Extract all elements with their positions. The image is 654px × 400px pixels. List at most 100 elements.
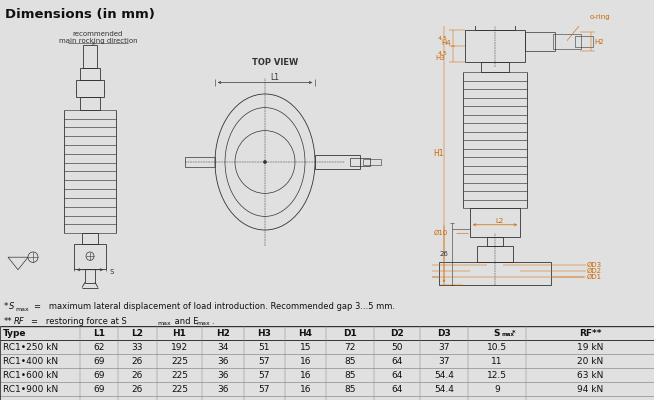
Bar [477, 246, 513, 262]
Text: 37: 37 [438, 342, 450, 352]
Bar [80, 68, 100, 80]
Bar [487, 237, 503, 246]
Text: 225: 225 [171, 370, 188, 380]
Text: 20 kN: 20 kN [577, 356, 603, 366]
Text: 50: 50 [391, 342, 403, 352]
Text: 225: 225 [171, 384, 188, 394]
Bar [470, 208, 520, 237]
Text: RF: RF [14, 316, 24, 326]
Text: 57: 57 [259, 356, 270, 366]
Text: RC1•900 kN: RC1•900 kN [3, 384, 58, 394]
Text: 57: 57 [259, 370, 270, 380]
Text: 36: 36 [217, 356, 229, 366]
Text: 16: 16 [300, 356, 311, 366]
Text: recommended: recommended [73, 31, 123, 37]
Text: Ø10: Ø10 [434, 230, 448, 236]
Bar [76, 80, 104, 97]
Bar [350, 158, 370, 166]
Bar [575, 36, 593, 47]
Text: H3: H3 [435, 56, 445, 62]
Text: 34: 34 [217, 342, 229, 352]
Bar [185, 157, 215, 167]
Text: o-ring: o-ring [590, 14, 611, 20]
Text: H1: H1 [434, 149, 444, 158]
Bar [481, 62, 509, 72]
Bar [465, 30, 525, 62]
Text: 85: 85 [344, 370, 356, 380]
Text: 64: 64 [391, 370, 403, 380]
Text: L2: L2 [495, 218, 503, 224]
Text: S: S [494, 328, 500, 338]
Text: D3: D3 [437, 328, 451, 338]
Text: main rocking direction: main rocking direction [59, 38, 137, 44]
Text: 10.5: 10.5 [487, 342, 507, 352]
Text: 72: 72 [344, 342, 356, 352]
Text: and E: and E [171, 316, 198, 326]
Text: 36: 36 [217, 370, 229, 380]
Text: 9: 9 [494, 384, 500, 394]
Text: L1: L1 [271, 73, 279, 82]
Bar [85, 269, 95, 283]
Text: 26: 26 [132, 384, 143, 394]
Text: D1: D1 [343, 328, 357, 338]
Bar [83, 45, 97, 68]
Text: H2: H2 [216, 328, 230, 338]
Text: RC1•250 kN: RC1•250 kN [3, 342, 58, 352]
Text: 62: 62 [94, 342, 105, 352]
Text: ØD2: ØD2 [587, 268, 602, 274]
Text: 4.5: 4.5 [438, 51, 448, 56]
Text: 33: 33 [131, 342, 143, 352]
Text: L2: L2 [131, 328, 143, 338]
Text: =   maximum lateral displacement of load introduction. Recommended gap 3...5 mm.: = maximum lateral displacement of load i… [35, 302, 395, 312]
Text: 94 kN: 94 kN [577, 384, 603, 394]
Text: TOP VIEW: TOP VIEW [252, 58, 298, 67]
Text: 11: 11 [491, 356, 503, 366]
Text: *: * [4, 302, 8, 312]
Text: 26: 26 [132, 370, 143, 380]
Text: 225: 225 [171, 356, 188, 366]
Text: ØD1: ØD1 [587, 274, 602, 280]
Text: H4: H4 [298, 328, 313, 338]
Bar [525, 32, 555, 51]
Text: 19 kN: 19 kN [577, 342, 603, 352]
Text: max: max [157, 321, 171, 326]
Text: 57: 57 [259, 384, 270, 394]
Text: =   restoring force at S: = restoring force at S [31, 316, 127, 326]
Text: .: . [211, 316, 214, 326]
Text: ØD3: ØD3 [587, 262, 602, 268]
Text: *: * [512, 330, 515, 336]
Circle shape [264, 160, 266, 164]
Text: Dimensions (in mm): Dimensions (in mm) [5, 8, 155, 21]
Text: H1: H1 [173, 328, 186, 338]
Text: D2: D2 [390, 328, 404, 338]
Bar [74, 244, 106, 269]
Text: 12.5: 12.5 [487, 370, 507, 380]
Bar [439, 262, 551, 286]
Text: **: ** [4, 316, 12, 326]
Text: H2: H2 [594, 39, 604, 45]
Text: 36: 36 [217, 384, 229, 394]
Text: RF**: RF** [579, 328, 601, 338]
Bar [82, 233, 98, 244]
Text: 63 kN: 63 kN [577, 370, 603, 380]
Text: 85: 85 [344, 384, 356, 394]
Text: 69: 69 [94, 356, 105, 366]
Text: 69: 69 [94, 384, 105, 394]
Bar [363, 159, 381, 165]
Text: L1: L1 [93, 328, 105, 338]
Text: H3: H3 [258, 328, 271, 338]
Bar [475, 22, 515, 30]
Text: 51: 51 [259, 342, 270, 352]
Text: 69: 69 [94, 370, 105, 380]
Text: RC1•400 kN: RC1•400 kN [3, 356, 58, 366]
Bar [80, 97, 100, 110]
Bar [315, 155, 360, 169]
Text: S: S [9, 302, 14, 312]
Text: 26: 26 [439, 251, 449, 257]
Text: 4.5: 4.5 [438, 36, 448, 40]
Text: max: max [196, 321, 210, 326]
Text: max: max [16, 307, 29, 312]
Text: 37: 37 [438, 356, 450, 366]
Text: 64: 64 [391, 356, 403, 366]
Text: 26: 26 [132, 356, 143, 366]
